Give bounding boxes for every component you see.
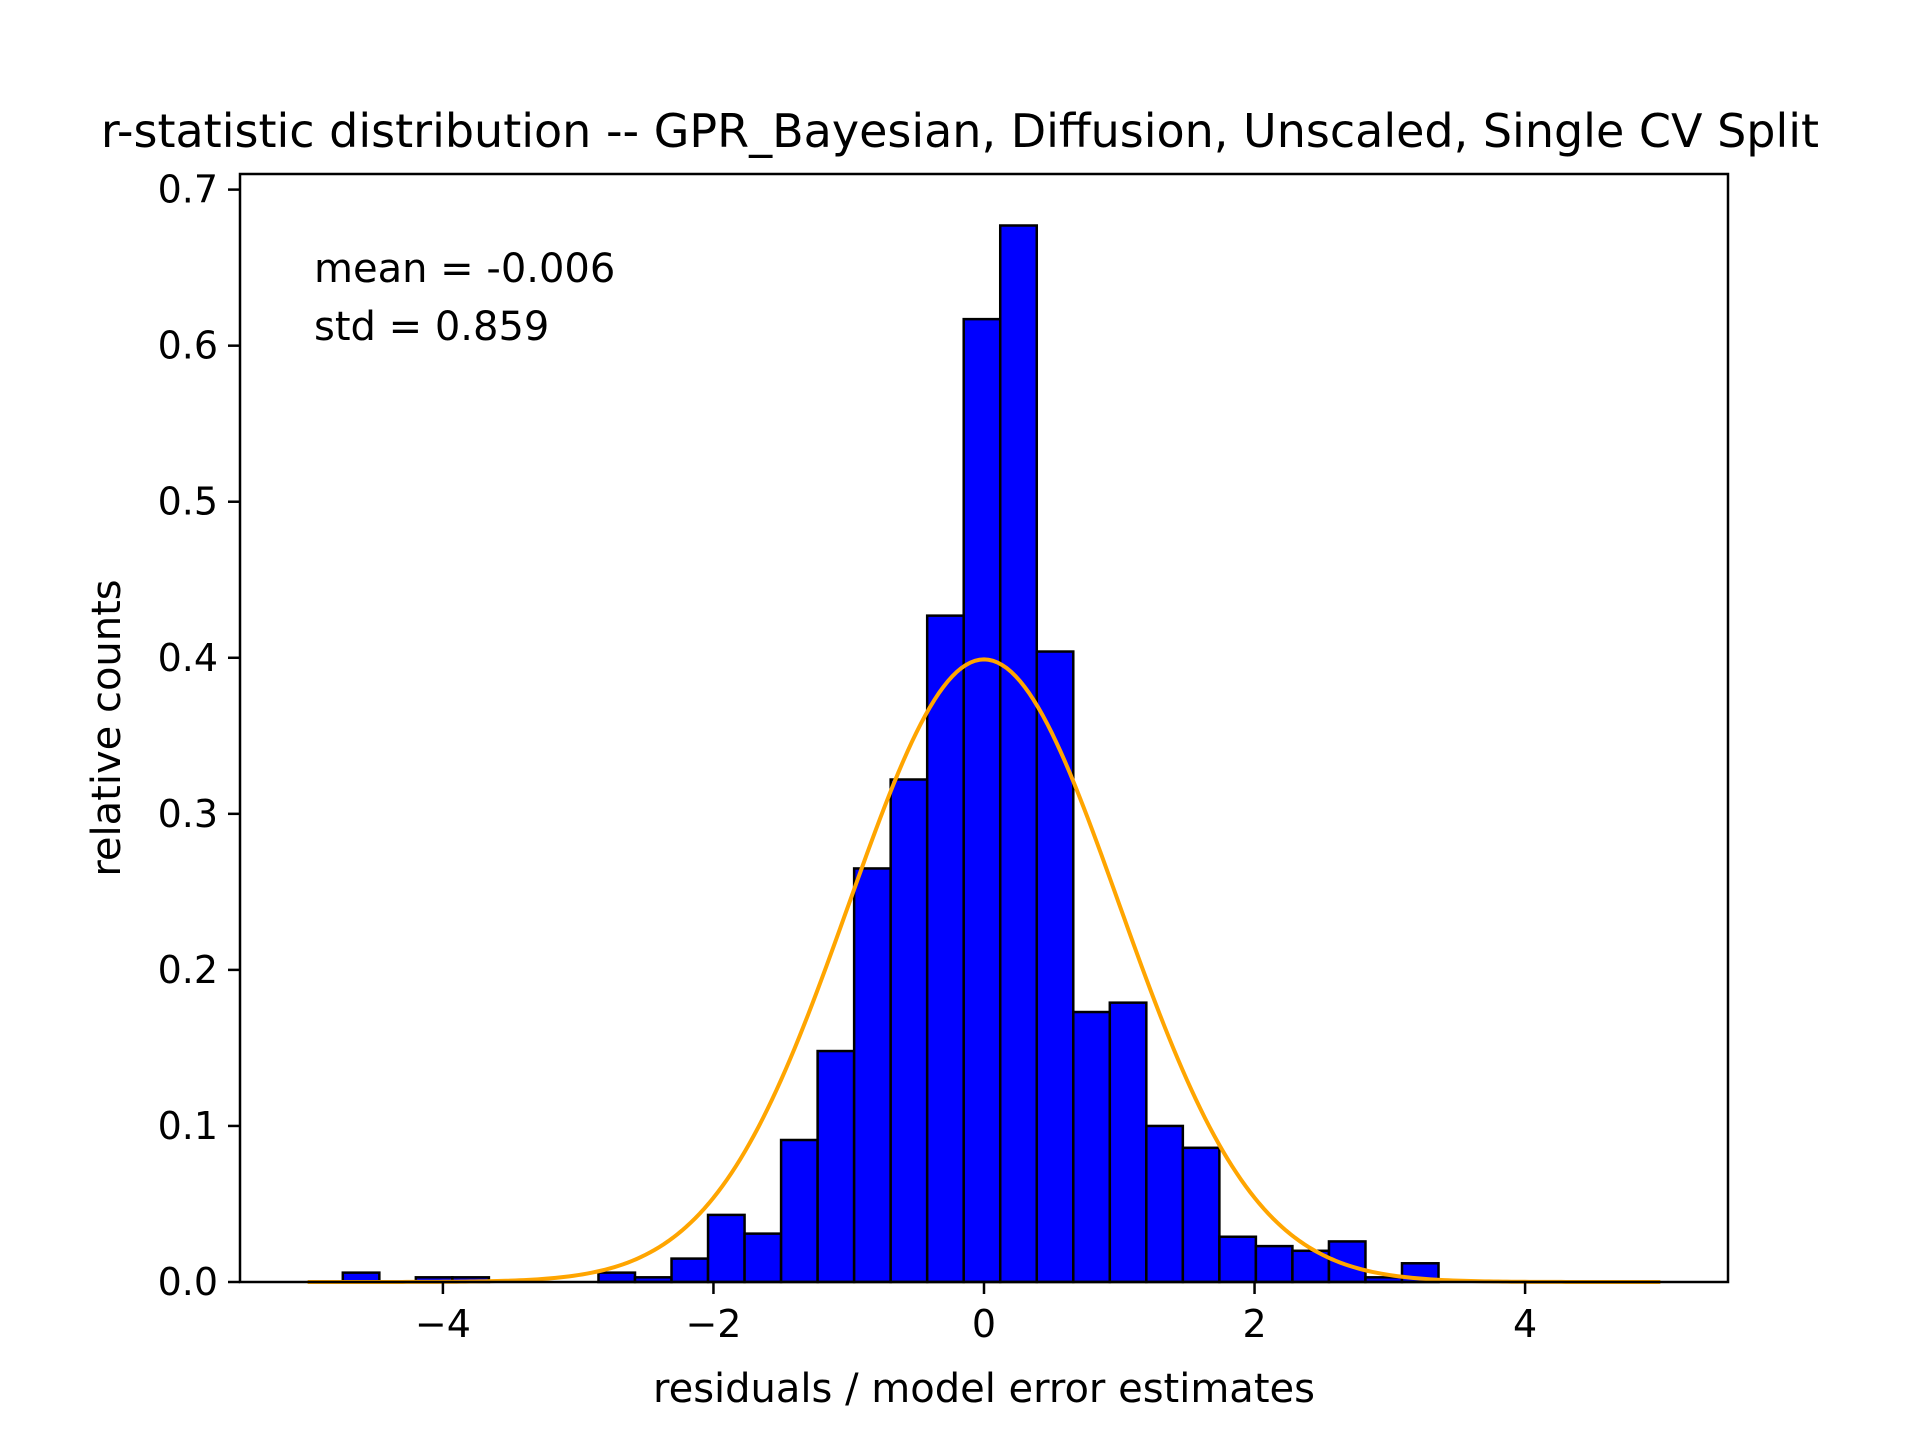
y-tick-label: 0.4 xyxy=(158,636,218,680)
y-axis-ticks: 0.0 0.1 0.2 0.3 0.4 0.5 0.6 0.7 xyxy=(158,168,240,1304)
normal-curve-layer xyxy=(307,657,1661,1284)
histogram-bar xyxy=(1072,1010,1112,1284)
histogram-bar xyxy=(597,1271,637,1284)
y-tick-label: 0.7 xyxy=(158,168,218,212)
chart-title: r-statistic distribution -- GPR_Bayesian… xyxy=(101,104,1819,158)
y-tick-label: 0.1 xyxy=(158,1104,218,1148)
annotation-std: std = 0.859 xyxy=(314,304,549,350)
histogram-bar xyxy=(1218,1235,1258,1284)
histogram-bar xyxy=(962,317,1002,1284)
y-tick-label: 0.2 xyxy=(158,948,218,992)
histogram-bar xyxy=(706,1213,746,1284)
histogram-bar xyxy=(1254,1244,1294,1284)
histogram-bar xyxy=(1181,1146,1221,1284)
normal-curve xyxy=(307,657,1661,1284)
histogram-bar xyxy=(670,1257,710,1284)
x-axis-label: residuals / model error estimates xyxy=(653,1366,1315,1412)
histogram-bar xyxy=(1035,650,1075,1284)
histogram-bar xyxy=(779,1138,819,1284)
histogram-bar xyxy=(998,224,1039,1284)
y-tick-label: 0.6 xyxy=(158,324,218,368)
histogram-bar xyxy=(852,867,892,1284)
annotation-mean: mean = -0.006 xyxy=(314,246,615,292)
histogram-bar xyxy=(1145,1124,1185,1284)
x-tick-label: −4 xyxy=(415,1302,471,1346)
x-tick-label: −2 xyxy=(685,1302,741,1346)
y-tick-label: 0.0 xyxy=(158,1260,218,1304)
y-tick-label: 0.5 xyxy=(158,480,218,524)
histogram-bar xyxy=(889,778,929,1284)
x-tick-label: 2 xyxy=(1242,1302,1266,1346)
x-axis-ticks: −4 −2 0 2 4 xyxy=(415,1282,1537,1346)
histogram-bar xyxy=(1108,1001,1148,1284)
x-tick-label: 4 xyxy=(1513,1302,1537,1346)
histogram-bar xyxy=(743,1232,783,1284)
y-tick-label: 0.3 xyxy=(158,792,218,836)
histogram-bars xyxy=(341,224,1440,1284)
histogram-bar xyxy=(925,614,965,1284)
histogram-bar xyxy=(816,1049,856,1284)
y-axis-label: relative counts xyxy=(84,579,130,876)
x-tick-label: 0 xyxy=(972,1302,996,1346)
